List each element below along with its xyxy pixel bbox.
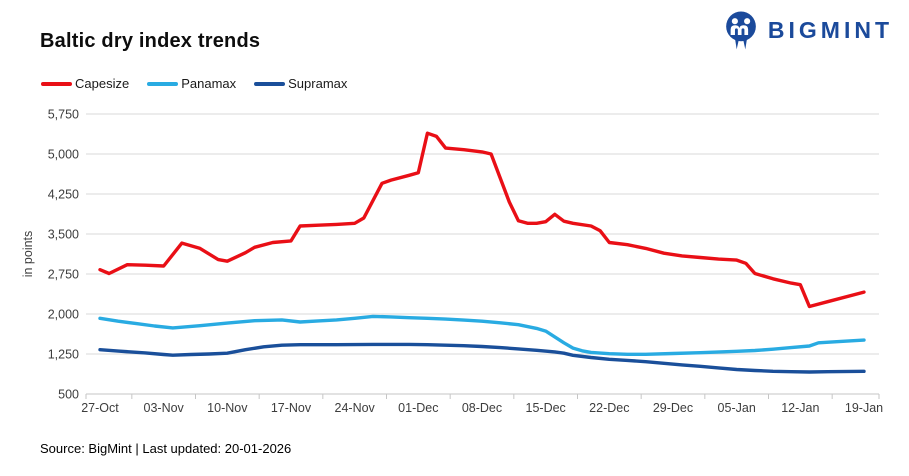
panamax-line-swatch [147, 81, 179, 86]
x-axis-tick-label: 12-Jan [781, 401, 819, 415]
legend-item-capesize: Capesize [41, 76, 129, 91]
x-axis-tick-label: 08-Dec [462, 401, 502, 415]
x-axis-tick-label: 10-Nov [207, 401, 248, 415]
x-axis-tick-label: 29-Dec [653, 401, 693, 415]
y-axis-tick-label: 5,750 [48, 108, 79, 122]
x-axis-tick-label: 17-Nov [271, 401, 312, 415]
x-axis-tick-label: 15-Dec [526, 401, 566, 415]
x-axis-tick-label: 01-Dec [398, 401, 438, 415]
x-axis-tick-label: 05-Jan [718, 401, 756, 415]
chart-legend: Capesize Panamax Supramax [41, 76, 347, 91]
x-axis-tick-label: 19-Jan [845, 401, 883, 415]
legend-label-panamax: Panamax [181, 76, 237, 91]
legend-item-panamax: Panamax [147, 76, 236, 91]
legend-item-supramax: Supramax [254, 76, 347, 91]
x-axis-tick-label: 24-Nov [335, 401, 376, 415]
x-axis-tick-label: 03-Nov [144, 401, 185, 415]
x-axis-tick-label: 27-Oct [81, 401, 119, 415]
y-axis-tick-label: 5,000 [48, 148, 79, 162]
bigmint-logo-text: BIGMINT [767, 16, 893, 43]
y-axis-tick-label: 4,250 [48, 188, 79, 202]
y-axis-tick-label: 1,250 [48, 348, 79, 362]
series-line-supramax [98, 342, 866, 374]
legend-label-supramax: Supramax [288, 76, 348, 91]
series-line-panamax [98, 314, 866, 356]
y-axis-tick-label: 3,500 [48, 228, 79, 242]
legend-label-capesize: Capesize [75, 76, 130, 91]
capesize-line-swatch [41, 81, 72, 86]
page-title: Baltic dry index trends [40, 30, 261, 52]
supramax-line-swatch [254, 81, 286, 86]
source-attribution: Source: BigMint | Last updated: 20-01-20… [40, 441, 292, 456]
x-axis-tick-label: 22-Dec [589, 401, 629, 415]
y-axis-tick-label: 2,000 [48, 308, 79, 322]
series-line-capesize [98, 131, 866, 309]
y-axis-title: in points [21, 231, 35, 278]
bigmint-logo-icon [726, 11, 756, 50]
y-axis-tick-label: 500 [58, 388, 79, 402]
y-axis-tick-label: 2,750 [48, 268, 79, 282]
bigmint-logo: BIGMINT [723, 9, 893, 51]
